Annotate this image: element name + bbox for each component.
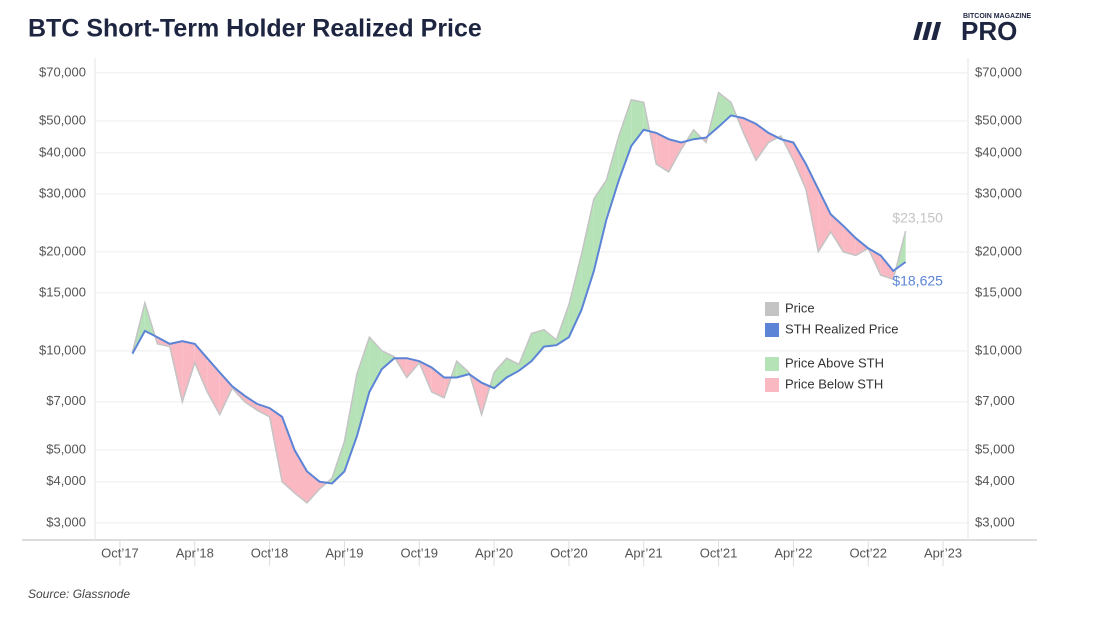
fill-below — [207, 358, 220, 415]
fill-above — [344, 374, 357, 472]
y-tick-label: $10,000 — [39, 342, 86, 357]
fill-below — [880, 255, 894, 280]
fill-below — [755, 123, 769, 161]
logo-bar — [931, 22, 942, 40]
x-tick-label: Oct’22 — [849, 545, 887, 560]
fill-below — [793, 142, 806, 190]
legend-label: Price Below STH — [785, 376, 883, 391]
fill-above — [456, 361, 470, 378]
y-tick-label: $30,000 — [39, 185, 86, 200]
y-tick-label: $4,000 — [46, 473, 86, 488]
y-tick-label: $3,000 — [46, 514, 86, 529]
logo: BITCOIN MAGAZINE PRO — [913, 13, 1031, 46]
y-tick-label: $40,000 — [39, 144, 86, 159]
fill-below — [805, 163, 819, 252]
fill-above — [718, 92, 732, 127]
fill-below — [656, 132, 669, 172]
fill-above — [543, 329, 557, 347]
legend-label: STH Realized Price — [785, 321, 898, 336]
y-tick-label: $50,000 — [39, 112, 86, 127]
logo-large: PRO — [961, 16, 1017, 46]
x-tick-label: Oct’19 — [400, 545, 438, 560]
logo-bar — [922, 22, 933, 40]
chart-title: BTC Short-Term Holder Realized Price — [28, 15, 482, 43]
fill-above — [593, 180, 607, 271]
y-tick-label: $70,000 — [39, 64, 86, 79]
legend-swatch — [765, 323, 779, 337]
series-line — [131, 114, 907, 485]
fill-above — [356, 337, 370, 437]
y2-tick-label: $4,000 — [975, 473, 1015, 488]
fill-below — [855, 238, 869, 256]
x-tick-label: Apr’23 — [924, 545, 962, 560]
x-tick-label: Apr’21 — [625, 545, 663, 560]
value-label: $18,625 — [892, 273, 943, 289]
value-label: $23,150 — [892, 210, 943, 226]
legend-label: Price Above STH — [785, 355, 884, 370]
fill-below — [282, 416, 295, 493]
fill-below — [182, 341, 195, 402]
legend-label: Price — [785, 300, 815, 315]
fill-above — [631, 99, 644, 146]
x-tick-label: Oct’20 — [550, 545, 588, 560]
legend-swatch — [765, 357, 779, 371]
y2-tick-label: $50,000 — [975, 112, 1022, 127]
legend-swatch — [765, 302, 779, 316]
x-tick-label: Oct’21 — [700, 545, 738, 560]
fill-above — [494, 358, 507, 389]
fill-below — [843, 225, 856, 256]
y-tick-label: $7,000 — [46, 393, 86, 408]
x-tick-label: Apr’19 — [325, 545, 363, 560]
fill-below — [406, 358, 420, 378]
legend-swatch — [765, 378, 779, 392]
y-tick-label: $20,000 — [39, 243, 86, 258]
x-tick-label: Oct’17 — [101, 545, 139, 560]
y2-tick-label: $10,000 — [975, 342, 1022, 357]
x-tick-label: Apr’20 — [475, 545, 513, 560]
fill-above — [618, 99, 632, 181]
y2-tick-label: $15,000 — [975, 284, 1022, 299]
fill-above — [531, 329, 544, 362]
series-line — [131, 91, 907, 504]
fill-below — [743, 118, 756, 161]
fill-below — [294, 449, 308, 503]
y2-tick-label: $30,000 — [975, 185, 1022, 200]
fill-below — [668, 139, 682, 172]
fill-below — [244, 395, 258, 411]
x-tick-label: Apr’22 — [774, 545, 812, 560]
y2-tick-label: $3,000 — [975, 514, 1015, 529]
y2-tick-label: $70,000 — [975, 64, 1022, 79]
source: Source: Glassnode — [28, 587, 130, 601]
fill-above — [606, 136, 619, 220]
logo-bar — [913, 22, 924, 40]
y-tick-label: $5,000 — [46, 441, 86, 456]
x-tick-label: Apr’18 — [176, 545, 214, 560]
y2-tick-label: $40,000 — [975, 144, 1022, 159]
logo-small: BITCOIN MAGAZINE — [963, 13, 1031, 20]
y-tick-label: $15,000 — [39, 284, 86, 299]
fill-below — [768, 132, 778, 143]
y2-tick-label: $7,000 — [975, 393, 1015, 408]
fill-above — [581, 198, 594, 311]
x-tick-label: Oct’18 — [251, 545, 289, 560]
fill-above — [369, 337, 382, 392]
y2-tick-label: $5,000 — [975, 441, 1015, 456]
y2-tick-label: $20,000 — [975, 243, 1022, 258]
